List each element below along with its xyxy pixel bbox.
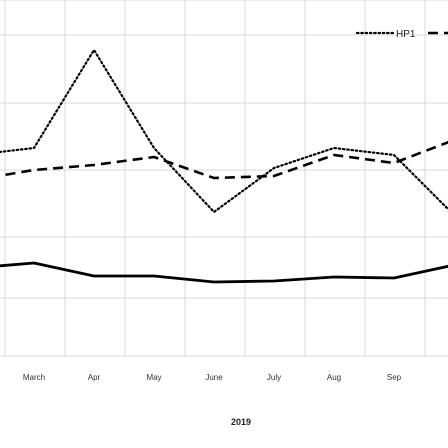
series-layer bbox=[0, 48, 448, 284]
series-line-dashed bbox=[0, 140, 448, 180]
x-tick-label-june: June bbox=[205, 373, 223, 382]
legend-label-hp1: HP1 bbox=[396, 29, 416, 40]
x-axis-title: 2019 bbox=[231, 417, 251, 427]
x-tick-label-march: March bbox=[23, 373, 45, 382]
series-line-hp1 bbox=[0, 48, 448, 214]
x-tick-label-july: July bbox=[267, 373, 281, 382]
x-tick-label-apr: Apr bbox=[88, 373, 101, 382]
x-tick-label-may: May bbox=[146, 373, 161, 382]
x-tick-label-sep: Sep bbox=[387, 373, 402, 382]
x-tick-labels: March Apr May June July Aug Sep bbox=[23, 373, 402, 382]
grid bbox=[0, 0, 448, 357]
series-line-solid bbox=[0, 261, 448, 284]
legend: HP1 bbox=[355, 29, 448, 40]
x-tick-label-aug: Aug bbox=[327, 373, 341, 382]
